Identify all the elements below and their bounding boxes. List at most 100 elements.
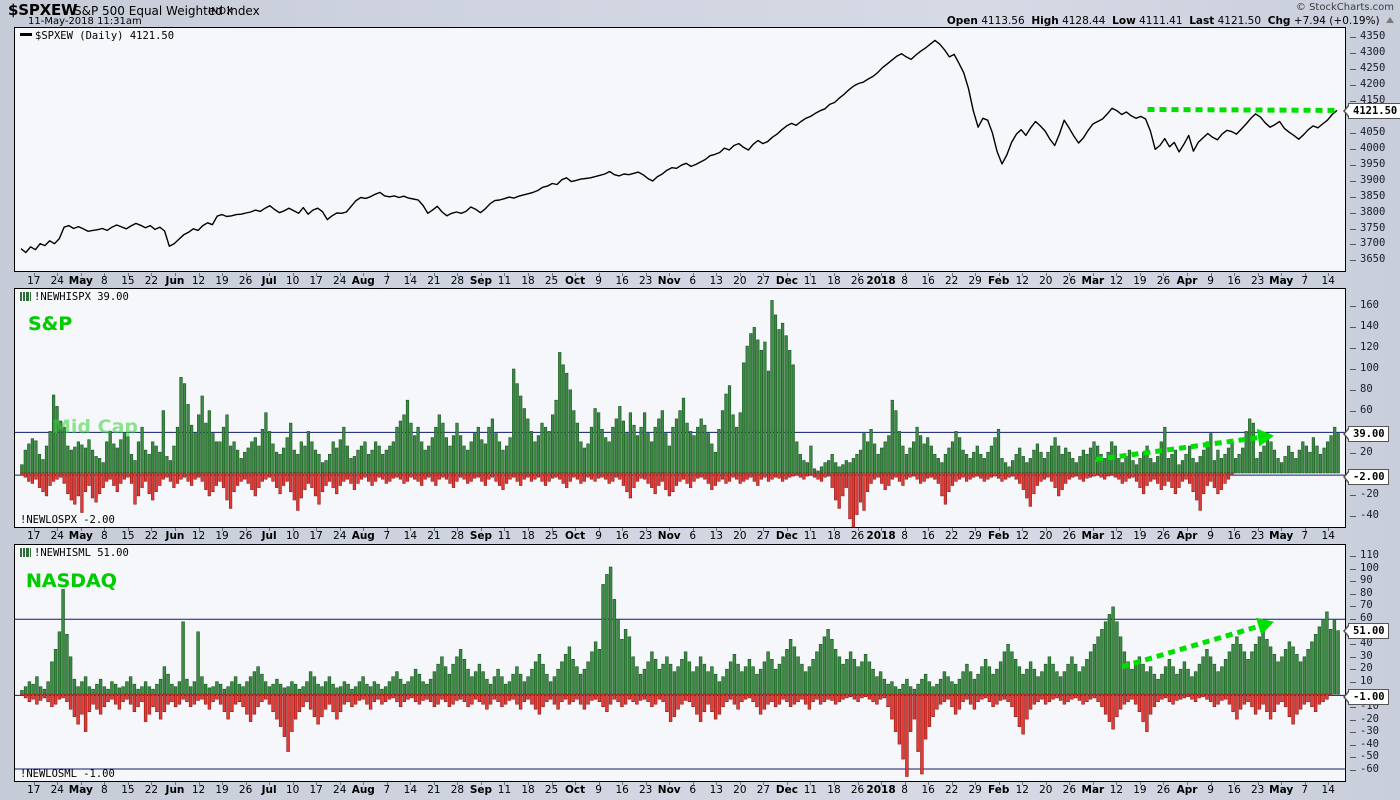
bar [600,472,604,478]
bar [1306,693,1310,702]
bar [158,472,162,486]
y-axis-tick-label: 100 [1360,561,1379,574]
bar [1244,431,1248,474]
bar [526,472,530,478]
x-tick [1328,782,1330,785]
sp-series-label: S&P [28,313,73,335]
x-tick [1045,528,1047,531]
bar [1077,671,1082,695]
bar [953,683,958,695]
bar [660,410,664,474]
bar [466,472,470,484]
bar [23,472,27,478]
bar [1209,472,1213,482]
bar [1070,693,1074,700]
x-tick [833,782,835,785]
bar [742,362,746,474]
bar [222,693,227,712]
bar [338,686,343,695]
bar [252,671,257,695]
bar [425,693,429,700]
bar [798,454,802,474]
bar [230,681,234,695]
bar [310,441,314,474]
bar [428,678,433,695]
bar [1096,693,1100,702]
bar [492,693,497,700]
x-axis-label: 11 [497,784,512,796]
bar [292,449,296,474]
x-axis-label: May [68,275,93,287]
y-tick-mark [1350,581,1356,583]
bar [938,693,943,705]
y-tick-mark [1350,52,1356,54]
bar [918,472,923,484]
bar [350,693,354,707]
bar [631,656,635,695]
bar [954,431,958,474]
bar [380,688,384,695]
bar [1055,693,1059,699]
bar [281,472,286,486]
bar [140,693,144,702]
bar-chart-icon [20,548,31,557]
x-axis-label: May [1269,275,1294,287]
bar [226,693,230,720]
bar [458,693,463,700]
y-axis-tick-label: 3800 [1360,205,1386,218]
bar [425,683,429,695]
x-axis-label: 16 [1227,784,1241,796]
x-axis-label: May [1269,530,1294,542]
bar [657,668,662,695]
bar [1195,462,1199,474]
bar [165,456,169,474]
x-axis-label: Dec [775,530,798,542]
x-axis-label: 27 [756,530,771,542]
bar [826,460,831,474]
bar [72,693,77,717]
bar [451,693,455,705]
bar [168,472,173,482]
y-axis-tick-label: 80 [1360,586,1373,599]
bar [1186,668,1190,695]
bar [942,693,947,702]
bar [1010,651,1014,695]
bar [147,454,151,474]
bar [143,681,148,695]
bar [901,472,905,486]
bar [908,447,912,474]
x-axis-label: 18 [521,530,535,542]
x-axis-label: Jun [165,530,185,542]
bar [788,472,792,478]
bar [182,383,187,474]
x-tick [80,528,82,531]
bar [1156,678,1160,695]
bar [285,437,289,474]
x-tick [833,528,835,531]
bar [616,619,620,695]
x-axis-label: 12 [1015,530,1029,542]
x-axis-label: 22 [144,275,159,287]
x-axis-label: 16 [921,530,935,542]
bar [289,472,293,493]
bar [759,472,763,480]
x-tick [292,782,294,785]
bar [349,472,353,484]
x-axis-label: 22 [944,275,959,287]
bar [260,673,264,695]
bar [282,693,287,737]
bar [830,472,834,488]
bar [717,472,721,482]
bar [1333,426,1337,474]
bar [413,668,418,695]
bar [1265,693,1269,712]
bar [886,683,890,695]
bar [496,668,500,695]
nasdaq-legend-top: !NEWHISML 51.00 [20,547,129,559]
bar [428,693,433,702]
x-tick [1210,782,1212,785]
bar [193,433,197,474]
bar [282,687,287,695]
bar [1226,447,1231,474]
x-tick [1139,273,1141,276]
